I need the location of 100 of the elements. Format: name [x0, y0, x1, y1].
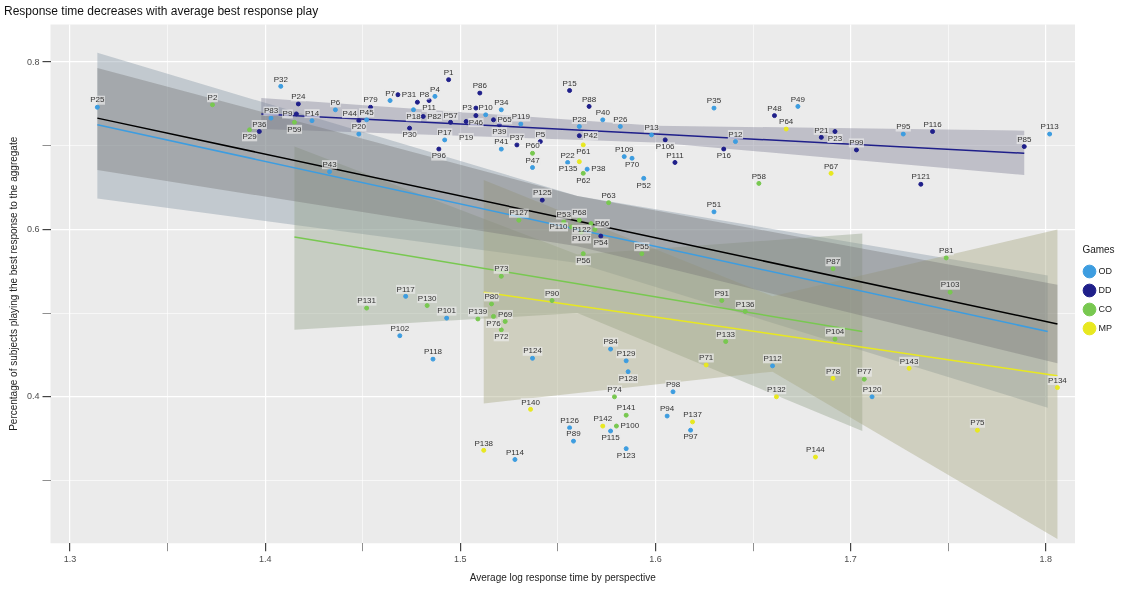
- data-label: P95: [896, 122, 911, 132]
- data-label: P37: [509, 133, 525, 143]
- data-label: P99: [849, 138, 865, 148]
- data-label: P125: [532, 188, 553, 198]
- data-label: P3: [462, 103, 473, 113]
- data-label: P49: [790, 94, 806, 104]
- data-label: P123: [616, 450, 637, 460]
- data-label: P61: [576, 147, 591, 157]
- data-label: P75: [970, 418, 986, 428]
- data-label: P113: [1040, 122, 1060, 132]
- data-label: P62: [576, 175, 591, 185]
- data-label: P77: [857, 367, 872, 377]
- data-label: P26: [613, 114, 628, 124]
- data-label: P85: [1017, 134, 1032, 144]
- x-tick-label: 1.6: [649, 554, 662, 565]
- data-label: P53: [556, 210, 572, 220]
- data-label: P142: [593, 414, 613, 424]
- data-label: P94: [660, 404, 675, 414]
- data-label: P14: [304, 108, 320, 118]
- data-label: P97: [683, 432, 699, 442]
- data-label: P144: [806, 445, 826, 455]
- data-label: P41: [494, 137, 509, 147]
- data-label: P110: [549, 222, 569, 232]
- data-label: P73: [494, 264, 509, 274]
- data-label: P57: [443, 110, 459, 120]
- data-label: P59: [287, 124, 303, 134]
- data-label: P56: [576, 255, 591, 265]
- data-label: P20: [351, 122, 367, 132]
- y-tick-label: 0.8: [27, 56, 40, 67]
- data-label: P133: [716, 329, 736, 339]
- data-label: P23: [827, 133, 843, 143]
- data-label: P48: [767, 103, 783, 113]
- data-label: P134: [1048, 375, 1068, 385]
- data-label: P79: [363, 95, 379, 105]
- data-label: P28: [572, 114, 588, 124]
- data-label: P127: [509, 208, 529, 218]
- data-label: P87: [825, 256, 841, 266]
- data-label: P18: [406, 111, 422, 121]
- data-label: P76: [486, 318, 502, 328]
- data-label: P138: [474, 438, 494, 448]
- x-tick-label: 1.7: [844, 554, 857, 565]
- data-label: P31: [401, 89, 417, 99]
- data-label: P54: [593, 238, 609, 248]
- data-label: P67: [823, 161, 839, 171]
- data-label: P70: [624, 160, 640, 170]
- data-label: P89: [566, 429, 582, 439]
- data-label: P21: [814, 125, 829, 135]
- data-label: P137: [683, 410, 703, 420]
- data-label: P102: [390, 323, 410, 333]
- data-label: P60: [525, 141, 541, 151]
- data-label: P107: [571, 234, 592, 244]
- data-label: P115: [601, 433, 621, 443]
- data-label: P8: [419, 90, 430, 100]
- y-axis-title: Percentage of subjects playing the best response to the aggregate: [7, 136, 19, 431]
- data-label: P136: [735, 299, 756, 309]
- data-label: P7: [385, 88, 396, 98]
- x-tick-label: 1.8: [1039, 554, 1052, 565]
- data-label: P83: [263, 106, 279, 116]
- data-label: P117: [396, 284, 416, 294]
- data-label: P101: [437, 306, 457, 316]
- data-label: P35: [706, 96, 722, 106]
- data-label: P112: [763, 354, 783, 364]
- data-label: P10: [478, 102, 494, 112]
- y-tick-label: 0.4: [27, 391, 40, 402]
- data-label: P30: [402, 130, 418, 140]
- data-label: P106: [655, 142, 676, 152]
- data-label: P135: [558, 163, 578, 173]
- data-label: P19: [459, 132, 474, 142]
- data-label: P130: [417, 293, 438, 303]
- data-label: P63: [601, 190, 617, 200]
- data-label: P68: [572, 208, 588, 218]
- data-label: P121: [911, 172, 931, 182]
- data-label: P51: [706, 200, 722, 210]
- data-label: P122: [572, 224, 592, 234]
- data-label: P1: [443, 67, 455, 77]
- data-label: P109: [614, 144, 635, 154]
- data-label: P139: [468, 307, 488, 317]
- legend-label: CO: [1098, 303, 1112, 314]
- data-label: P16: [716, 151, 732, 161]
- data-label: P69: [498, 309, 513, 319]
- data-label: P72: [494, 332, 509, 342]
- data-label: P111: [666, 150, 685, 160]
- legend-label: DD: [1098, 284, 1112, 295]
- data-label: P126: [560, 415, 580, 425]
- data-label: P119: [511, 112, 531, 122]
- data-label: P4: [430, 84, 441, 94]
- data-label: P98: [665, 379, 681, 389]
- data-label: P6: [330, 97, 341, 107]
- data-label: P100: [620, 421, 640, 431]
- data-label: P24: [291, 92, 307, 102]
- data-label: P81: [939, 246, 954, 256]
- data-label: P141: [616, 403, 637, 413]
- data-label: P86: [472, 81, 488, 91]
- x-tick-label: 1.5: [454, 554, 467, 565]
- data-label: P12: [728, 129, 744, 139]
- data-label: P40: [595, 108, 611, 117]
- data-label: P46: [468, 117, 484, 127]
- data-label: P22: [560, 150, 576, 160]
- data-label: P65: [497, 115, 513, 124]
- data-label: P128: [618, 373, 639, 383]
